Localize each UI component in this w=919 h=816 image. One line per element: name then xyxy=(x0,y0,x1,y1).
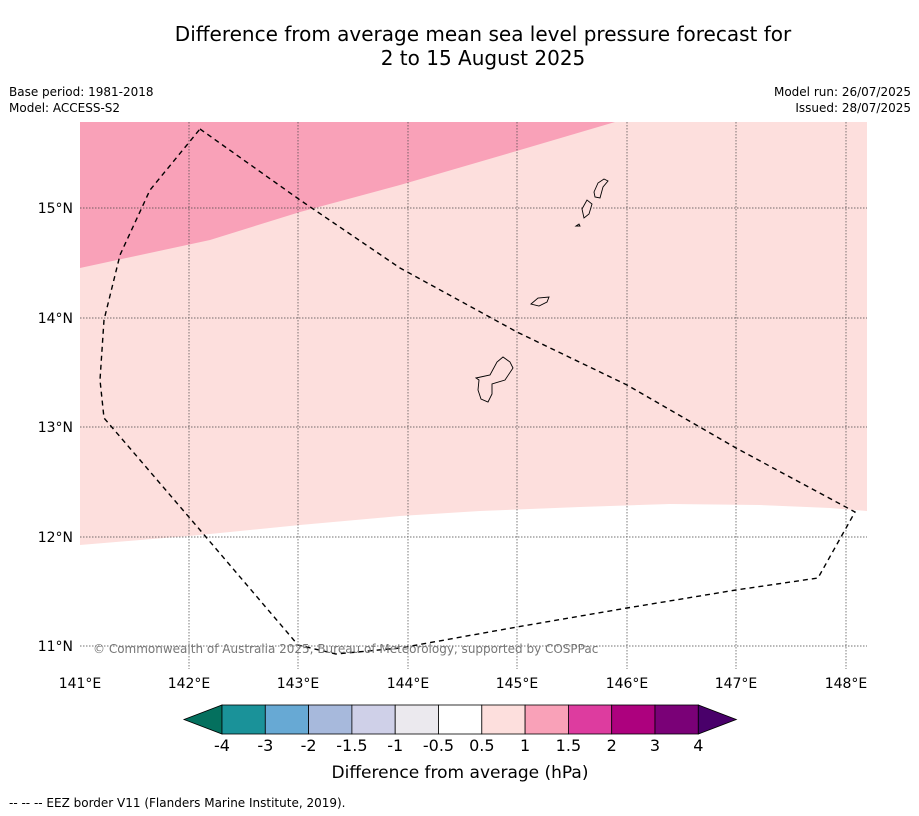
region-0.5-to-1 xyxy=(80,122,867,545)
lat-tick-11: 11°N xyxy=(38,639,73,655)
footer-note: -- -- -- EEZ border V11 (Flanders Marine… xyxy=(9,796,346,810)
colorbar-label: Difference from average (hPa) xyxy=(332,763,589,783)
model-run: Model run: 26/07/2025 xyxy=(773,85,911,99)
colorbar-swatch xyxy=(438,704,483,735)
colorbar-tick-label: -1 xyxy=(387,736,403,755)
colorbar-tick-label: -2 xyxy=(301,736,317,755)
colorbar-tick-label: 4 xyxy=(693,736,703,755)
lon-tick-145: 145°E xyxy=(496,676,539,692)
colorbar-swatch xyxy=(308,704,353,735)
colorbar-swatch xyxy=(481,704,526,735)
colorbar-tick-label: 1 xyxy=(520,736,530,755)
lat-tick-12: 12°N xyxy=(38,530,73,546)
colorbar-extend-low xyxy=(182,704,223,735)
island-guam xyxy=(474,356,514,403)
colorbar-tick-label: 0.5 xyxy=(469,736,494,755)
island-saipan xyxy=(593,178,609,199)
lat-tick-15: 15°N xyxy=(38,201,73,217)
islands xyxy=(474,178,609,403)
colorbar-tick-label: 3 xyxy=(650,736,660,755)
colorbar-tick-label: 1.5 xyxy=(556,736,581,755)
lon-tick-148: 148°E xyxy=(825,676,868,692)
eez-border xyxy=(99,128,856,655)
issued-date: Issued: 28/07/2025 xyxy=(795,101,911,115)
lat-tick-14: 14°N xyxy=(38,311,73,327)
colorbar-swatch xyxy=(264,704,309,735)
meta-left: Base period: 1981-2018 Model: ACCESS-S2 xyxy=(9,84,154,116)
colorbar: -4 -3 -2 -1.5 -1 -0.5 0.5 1 1.5 2 3 4 xyxy=(182,704,738,755)
lon-tick-147: 147°E xyxy=(715,676,758,692)
base-period: Base period: 1981-2018 xyxy=(9,85,154,99)
title-line-2: 2 to 15 August 2025 xyxy=(380,46,586,70)
colorbar-swatch xyxy=(394,704,439,735)
gridlines xyxy=(80,122,867,669)
page-title: Difference from average mean sea level p… xyxy=(0,22,919,70)
colorbar-swatch xyxy=(568,704,613,735)
colorbar-swatch xyxy=(654,704,699,735)
anomaly-shading xyxy=(80,122,867,669)
colorbar-swatch xyxy=(524,704,569,735)
colorbar-swatch xyxy=(221,704,266,735)
lat-tick-13: 13°N xyxy=(38,420,73,436)
copyright-text: © Commonwealth of Australia 2025, Bureau… xyxy=(93,642,598,656)
model-name: Model: ACCESS-S2 xyxy=(9,101,121,115)
colorbar-tick-label: -1.5 xyxy=(336,736,367,755)
lon-tick-144: 144°E xyxy=(387,676,430,692)
lon-tick-143: 143°E xyxy=(277,676,320,692)
island-rota xyxy=(530,296,550,307)
lon-tick-142: 142°E xyxy=(168,676,211,692)
colorbar-tick-label: 2 xyxy=(607,736,617,755)
colorbar-tick-label: -0.5 xyxy=(423,736,454,755)
island-tinian xyxy=(581,199,593,219)
meta-right: Model run: 26/07/2025 Issued: 28/07/2025 xyxy=(774,84,911,116)
colorbar-tick-label: -3 xyxy=(257,736,273,755)
colorbar-tick-label: -4 xyxy=(214,736,230,755)
lon-tick-141: 141°E xyxy=(59,676,102,692)
colorbar-swatch xyxy=(351,704,396,735)
title-line-1: Difference from average mean sea level p… xyxy=(174,22,792,46)
colorbar-swatch xyxy=(611,704,656,735)
island-aguijan xyxy=(574,223,581,227)
longitude-tick-labels: 141°E 142°E 143°E 144°E 145°E 146°E 147°… xyxy=(59,676,868,692)
forecast-map: © Commonwealth of Australia 2025, Bureau… xyxy=(38,122,868,783)
lon-tick-146: 146°E xyxy=(606,676,649,692)
colorbar-extend-high xyxy=(697,704,738,735)
latitude-tick-labels: 11°N 12°N 13°N 14°N 15°N xyxy=(38,201,73,655)
region-1-to-1.5 xyxy=(80,122,615,268)
